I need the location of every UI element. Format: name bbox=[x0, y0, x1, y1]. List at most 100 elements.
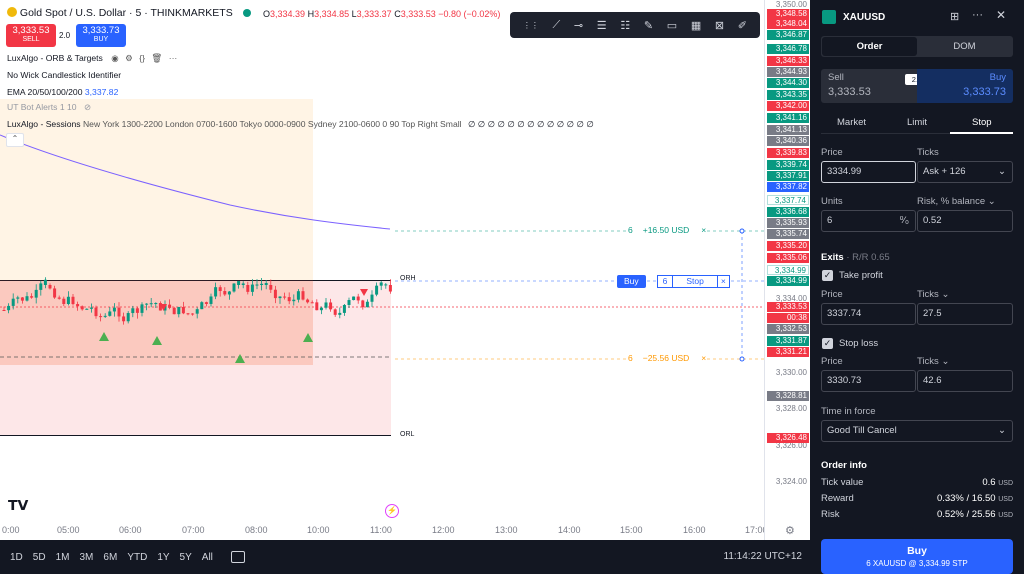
panel-sell-button[interactable]: Sell 3,333.53 bbox=[821, 69, 917, 103]
candle-body bbox=[379, 282, 383, 286]
take-profit-checkbox[interactable]: ✓ bbox=[822, 270, 833, 281]
price-badge: 3,337.74 bbox=[767, 195, 809, 205]
price-badge: 3,331.87 bbox=[767, 336, 809, 346]
candle-body bbox=[43, 279, 47, 285]
scale-settings-icon[interactable]: ⚙ bbox=[785, 525, 795, 537]
settings-icon[interactable]: ⚙ bbox=[125, 53, 133, 63]
stop-loss-checkbox[interactable]: ✓ bbox=[822, 338, 833, 349]
calendar-icon[interactable] bbox=[230, 551, 245, 563]
candle-body bbox=[237, 281, 241, 285]
order-type-stop[interactable]: Stop bbox=[972, 117, 992, 128]
tab-order[interactable]: Order bbox=[822, 37, 917, 56]
source-code-icon[interactable]: {} bbox=[139, 53, 145, 63]
units-input[interactable]: 6 ⁰⁄₀ bbox=[821, 210, 916, 232]
quick-sell-button[interactable]: 3,333.53 SELL bbox=[6, 24, 56, 47]
candle-body bbox=[370, 294, 374, 302]
symbol-title[interactable]: Gold Spot / U.S. Dollar · 5 · THINKMARKE… bbox=[19, 7, 233, 19]
candle-body bbox=[25, 296, 29, 301]
orl-label: ORL bbox=[400, 431, 415, 438]
tradingview-logo[interactable]: 𝗧𝗩 bbox=[8, 497, 29, 513]
eye-icon[interactable]: ◉ bbox=[111, 53, 119, 63]
risk-info-label: Risk bbox=[821, 509, 840, 520]
timeframe-6m[interactable]: 6M bbox=[103, 551, 118, 563]
indicator-ema[interactable]: EMA 20/50/100/200 3,337.82 bbox=[7, 87, 119, 97]
chart-area[interactable]: Gold Spot / U.S. Dollar · 5 · THINKMARKE… bbox=[0, 0, 768, 540]
sl-price-input[interactable]: 3330.73 bbox=[821, 370, 916, 392]
indicator-nowick[interactable]: No Wick Candlestick Identifier bbox=[7, 70, 122, 80]
tp-price-input[interactable]: 3337.74 bbox=[821, 303, 916, 325]
layout-icon[interactable]: ⊞ bbox=[950, 11, 960, 23]
delete-icon[interactable]: 🗑 bbox=[151, 53, 163, 63]
quick-buy-button[interactable]: 3,333.73 BUY bbox=[76, 24, 126, 47]
indicator-sessions[interactable]: LuxAlgo - Sessions New York 1300-2200 Lo… bbox=[7, 119, 594, 129]
more-options-icon[interactable]: ··· bbox=[972, 9, 983, 21]
indicator-orb[interactable]: LuxAlgo - ORB & Targets ◉ ⚙ {} 🗑 ··· bbox=[7, 53, 178, 63]
timeframe-ytd[interactable]: YTD bbox=[127, 551, 148, 563]
panel-symbol[interactable]: XAUUSD bbox=[843, 12, 886, 23]
panel-buy-button[interactable]: Buy 3,333.73 bbox=[917, 69, 1013, 103]
place-buy-order-button[interactable]: Buy 6 XAUUSD @ 3,334.99 STP bbox=[821, 539, 1013, 574]
timeframe-5y[interactable]: 5Y bbox=[179, 551, 192, 563]
measure-icon[interactable]: ⊠ bbox=[714, 19, 725, 32]
buy-order-tag[interactable]: Buy 6 Stop × bbox=[617, 275, 730, 288]
candle-body bbox=[186, 313, 190, 315]
pencil-icon[interactable]: ✐ bbox=[737, 19, 748, 32]
brush-icon[interactable]: ✎ bbox=[643, 19, 654, 32]
indicator-utbot[interactable]: UT Bot Alerts 1 10 ⊘ bbox=[7, 102, 92, 112]
candle-body bbox=[16, 297, 20, 299]
take-profit-tag[interactable]: 6 +16.50 USD × bbox=[628, 225, 707, 237]
candle-body bbox=[315, 302, 319, 311]
pattern-icon[interactable]: ▦ bbox=[690, 19, 702, 32]
stop-loss-tag[interactable]: 6 −25.56 USD × bbox=[628, 353, 707, 365]
timeframe-all[interactable]: All bbox=[201, 551, 213, 563]
price-scale[interactable]: 3,350.00 3,334.00 3,330.00 3,328.00 3,32… bbox=[764, 0, 810, 540]
symbol-header: Gold Spot / U.S. Dollar · 5 · THINKMARKE… bbox=[7, 7, 233, 19]
risk-input[interactable]: 0.52 bbox=[917, 210, 1013, 232]
trendline-icon[interactable]: ⟋ bbox=[552, 18, 561, 31]
sl-ticks-input[interactable]: 42.6 bbox=[917, 370, 1013, 392]
order-type-limit[interactable]: Limit bbox=[907, 117, 928, 128]
orh-label: ORH bbox=[400, 275, 416, 282]
candle-body bbox=[66, 296, 70, 304]
order-type-market[interactable]: Market bbox=[837, 117, 867, 128]
ohlc-values: O3,334.39 H3,334.85 L3,333.37 C3,333.53 … bbox=[263, 9, 501, 19]
candle-body bbox=[154, 303, 158, 305]
percent-toggle-icon[interactable]: ⁰⁄₀ bbox=[899, 215, 909, 226]
timeframe-1d[interactable]: 1D bbox=[10, 551, 23, 563]
fib-icon[interactable]: ☰ bbox=[596, 19, 607, 32]
tif-select[interactable]: Good Till Cancel ⌄ bbox=[821, 420, 1013, 442]
price-badge: 3,341.13 bbox=[767, 125, 809, 135]
ticks-select[interactable]: Ask + 126 ⌄ bbox=[917, 161, 1013, 183]
panel-divider[interactable] bbox=[810, 0, 812, 574]
price-tick: 3,334.00 bbox=[775, 294, 807, 303]
cancel-order-icon[interactable]: × bbox=[716, 276, 729, 287]
tp-ticks-input[interactable]: 27.5 bbox=[917, 303, 1013, 325]
candle-body bbox=[232, 283, 236, 292]
text-note-icon[interactable]: ▭ bbox=[666, 19, 678, 32]
parallel-channel-icon[interactable]: ☷ bbox=[620, 19, 631, 32]
close-sl-icon[interactable]: × bbox=[701, 353, 707, 363]
timeframe-1y[interactable]: 1Y bbox=[157, 551, 170, 563]
price-badge: 3,346.78 bbox=[767, 44, 809, 54]
tab-dom[interactable]: DOM bbox=[953, 41, 976, 52]
price-input[interactable]: 3334.99 bbox=[821, 161, 916, 183]
price-badge: 3,331.21 bbox=[767, 347, 809, 357]
order-type-underline bbox=[821, 133, 1013, 134]
chevron-down-icon: ⌄ bbox=[998, 425, 1006, 436]
close-panel-icon[interactable]: ✕ bbox=[996, 8, 1007, 22]
more-icon[interactable]: ··· bbox=[168, 53, 178, 63]
panel-tabs: Order DOM bbox=[821, 36, 1013, 57]
collapse-legend-button[interactable]: ⌃ bbox=[6, 133, 24, 147]
timeframe-5d[interactable]: 5D bbox=[32, 551, 46, 563]
price-badge: 3,337.91 bbox=[767, 171, 809, 181]
close-tp-icon[interactable]: × bbox=[701, 225, 707, 235]
event-flash-icon[interactable]: ⚡ bbox=[385, 504, 399, 518]
clock[interactable]: 11:14:22 UTC+12 bbox=[723, 551, 802, 562]
horizontal-line-icon[interactable]: ⊸ bbox=[573, 19, 584, 32]
timeframe-1m[interactable]: 1M bbox=[55, 551, 70, 563]
candle-body bbox=[103, 315, 107, 317]
drag-handle-icon[interactable]: ⋮⋮ bbox=[522, 20, 539, 30]
timeframe-3m[interactable]: 3M bbox=[79, 551, 94, 563]
hidden-eye-icon[interactable]: ⊘ bbox=[83, 102, 92, 112]
price-badge: 3,348.58 bbox=[767, 9, 809, 19]
